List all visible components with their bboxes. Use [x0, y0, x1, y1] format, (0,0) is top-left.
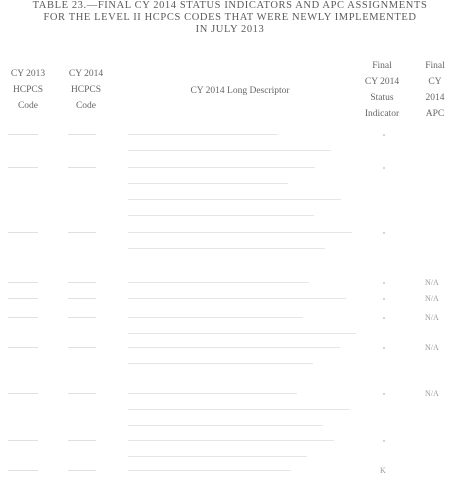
header-text: CY 2014 Long Descriptor: [190, 86, 290, 96]
cy2013-code-mark: [8, 232, 38, 233]
descriptor-text-mark: [128, 298, 346, 299]
header-text: Status: [370, 93, 394, 103]
descriptor-text-mark: [128, 425, 323, 426]
header-text: HCPCS: [12, 85, 44, 95]
header-text: CY: [428, 77, 442, 87]
apc-value: N/A: [425, 389, 439, 398]
cy2014-code-mark: [68, 347, 96, 348]
status-indicator: K: [380, 466, 386, 475]
descriptor-text-mark: [128, 363, 313, 364]
header-text: Indicator: [364, 109, 400, 119]
status-indicator-mark: [383, 317, 385, 319]
title-line-1: TABLE 23.—FINAL CY 2014 STATUS INDICATOR…: [32, 0, 428, 11]
cy2014-code-mark: [68, 232, 96, 233]
descriptor-text-mark: [128, 183, 288, 184]
header-text: APC: [425, 109, 445, 119]
descriptor-text-mark: [128, 167, 315, 168]
apc-value: N/A: [425, 294, 439, 303]
header-cy2014-hcpcs: CY 2014 HCPCS Code: [60, 66, 112, 114]
descriptor-text-mark: [128, 456, 307, 457]
header-text: HCPCS: [70, 85, 102, 95]
cy2014-code-mark: [68, 134, 96, 135]
status-indicator-mark: [383, 298, 385, 300]
status-indicator-mark: [383, 393, 385, 395]
descriptor-text-mark: [128, 393, 297, 394]
cy2013-code-mark: [8, 440, 38, 441]
header-long-descriptor: CY 2014 Long Descriptor: [130, 83, 350, 99]
descriptor-text-mark: [128, 440, 334, 441]
cy2014-code-mark: [68, 440, 96, 441]
descriptor-text-mark: [128, 409, 350, 410]
descriptor-text-mark: [128, 347, 340, 348]
header-text: Final: [425, 61, 445, 71]
descriptor-text-mark: [128, 134, 278, 135]
cy2013-code-mark: [8, 134, 38, 135]
status-indicator-mark: [383, 440, 385, 442]
apc-value: N/A: [425, 278, 439, 287]
descriptor-text-mark: [128, 282, 309, 283]
descriptor-text-mark: [128, 215, 314, 216]
descriptor-text-mark: [128, 470, 291, 471]
cy2014-code-mark: [68, 317, 96, 318]
status-indicator-mark: [383, 347, 385, 349]
header-text: Code: [75, 101, 97, 111]
status-indicator-mark: [383, 134, 385, 136]
descriptor-text-mark: [128, 333, 356, 334]
status-indicator-mark: [383, 282, 385, 284]
cy2014-code-mark: [68, 393, 96, 394]
header-text: Final: [372, 61, 392, 71]
descriptor-text-mark: [128, 317, 303, 318]
cy2013-code-mark: [8, 347, 38, 348]
header-text: CY 2014: [68, 69, 104, 79]
header-text: 2014: [425, 93, 445, 103]
header-cy2013-hcpcs: CY 2013 HCPCS Code: [2, 66, 54, 114]
cy2013-code-mark: [8, 317, 38, 318]
cy2013-code-mark: [8, 167, 38, 168]
cy2013-code-mark: [8, 470, 38, 471]
descriptor-text-mark: [128, 232, 352, 233]
header-status-indicator: Final CY 2014 Status Indicator: [354, 58, 410, 122]
cy2014-code-mark: [68, 167, 96, 168]
title-line-2: FOR THE LEVEL II HCPCS CODES THAT WERE N…: [43, 12, 417, 23]
cy2014-code-mark: [68, 282, 96, 283]
header-text: Code: [17, 101, 39, 111]
table-title: TABLE 23.—FINAL CY 2014 STATUS INDICATOR…: [0, 0, 460, 36]
descriptor-text-mark: [128, 199, 341, 200]
header-apc: Final CY 2014 APC: [412, 58, 458, 122]
descriptor-text-mark: [128, 150, 331, 151]
cy2014-code-mark: [68, 470, 96, 471]
status-indicator-mark: [383, 167, 385, 169]
header-text: CY 2013: [10, 69, 46, 79]
status-indicator-mark: [383, 232, 385, 234]
header-text: CY 2014: [364, 77, 400, 87]
cy2013-code-mark: [8, 393, 38, 394]
title-line-3: IN JULY 2013: [195, 24, 265, 35]
cy2013-code-mark: [8, 298, 38, 299]
cy2014-code-mark: [68, 298, 96, 299]
apc-value: N/A: [425, 343, 439, 352]
cy2013-code-mark: [8, 282, 38, 283]
descriptor-text-mark: [128, 248, 325, 249]
apc-value: N/A: [425, 313, 439, 322]
